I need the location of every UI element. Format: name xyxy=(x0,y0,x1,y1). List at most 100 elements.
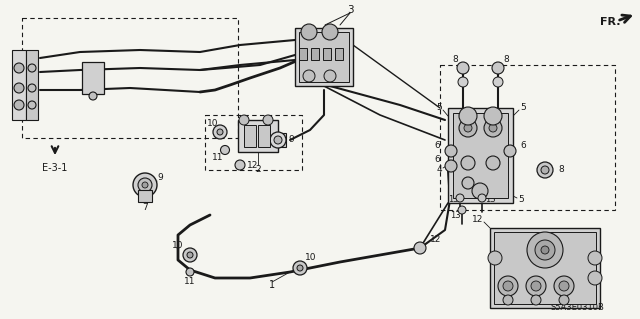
Text: 10: 10 xyxy=(172,241,184,249)
Circle shape xyxy=(297,265,303,271)
Text: 2: 2 xyxy=(255,166,261,174)
Circle shape xyxy=(14,63,24,73)
Circle shape xyxy=(456,194,464,202)
Circle shape xyxy=(183,248,197,262)
Bar xyxy=(270,133,286,147)
Circle shape xyxy=(270,132,286,148)
Circle shape xyxy=(531,295,541,305)
Bar xyxy=(490,228,600,308)
Circle shape xyxy=(535,240,555,260)
Text: 6: 6 xyxy=(520,140,525,150)
Circle shape xyxy=(484,119,502,137)
Text: S5A3E0310B: S5A3E0310B xyxy=(550,303,604,313)
Circle shape xyxy=(559,281,569,291)
Circle shape xyxy=(414,242,426,254)
Bar xyxy=(205,115,302,170)
Circle shape xyxy=(457,62,469,74)
Text: 9: 9 xyxy=(157,174,163,182)
Text: 12: 12 xyxy=(430,235,442,244)
Text: 11: 11 xyxy=(212,153,224,162)
Text: 3: 3 xyxy=(347,5,353,15)
Text: 8: 8 xyxy=(452,56,458,64)
Bar xyxy=(494,232,596,304)
Circle shape xyxy=(464,124,472,132)
Circle shape xyxy=(588,251,602,265)
Text: E-3-1: E-3-1 xyxy=(42,163,68,173)
Circle shape xyxy=(461,156,475,170)
Circle shape xyxy=(503,295,513,305)
Text: 10: 10 xyxy=(305,254,317,263)
Circle shape xyxy=(89,92,97,100)
Bar xyxy=(335,48,343,60)
Circle shape xyxy=(503,281,513,291)
Circle shape xyxy=(235,160,245,170)
Circle shape xyxy=(459,107,477,125)
Circle shape xyxy=(186,268,194,276)
Circle shape xyxy=(133,173,157,197)
Bar xyxy=(448,108,513,203)
Bar xyxy=(453,113,508,198)
Circle shape xyxy=(445,145,457,157)
Circle shape xyxy=(458,206,466,214)
Bar xyxy=(244,125,256,147)
Text: 13: 13 xyxy=(450,211,460,219)
Circle shape xyxy=(14,83,24,93)
Bar xyxy=(22,18,238,138)
Circle shape xyxy=(493,77,503,87)
Text: 10: 10 xyxy=(207,118,219,128)
Circle shape xyxy=(504,145,516,157)
Circle shape xyxy=(484,107,502,125)
Circle shape xyxy=(559,295,569,305)
Text: 13: 13 xyxy=(484,196,495,204)
Circle shape xyxy=(541,246,549,254)
Circle shape xyxy=(588,271,602,285)
Text: 5: 5 xyxy=(520,103,525,113)
Circle shape xyxy=(488,251,502,265)
Circle shape xyxy=(217,129,223,135)
Circle shape xyxy=(445,160,457,172)
Text: 6: 6 xyxy=(435,140,440,150)
Circle shape xyxy=(478,194,486,202)
Circle shape xyxy=(221,145,230,154)
Bar xyxy=(323,48,331,60)
Circle shape xyxy=(459,119,477,137)
Circle shape xyxy=(28,64,36,72)
Circle shape xyxy=(28,101,36,109)
Bar xyxy=(440,65,615,210)
Circle shape xyxy=(322,24,338,40)
Bar xyxy=(138,190,152,202)
Text: 4: 4 xyxy=(436,166,442,174)
Text: 5: 5 xyxy=(518,196,524,204)
Bar xyxy=(299,48,307,60)
Circle shape xyxy=(14,100,24,110)
Circle shape xyxy=(489,124,497,132)
Text: 11: 11 xyxy=(184,278,196,286)
Circle shape xyxy=(213,125,227,139)
Text: 13: 13 xyxy=(448,196,458,204)
Text: 6: 6 xyxy=(435,155,440,165)
Circle shape xyxy=(274,136,282,144)
Circle shape xyxy=(142,182,148,188)
Circle shape xyxy=(486,156,500,170)
Circle shape xyxy=(458,77,468,87)
Text: 1: 1 xyxy=(269,280,275,290)
Circle shape xyxy=(263,115,273,125)
Circle shape xyxy=(498,276,518,296)
Bar xyxy=(238,120,278,152)
Text: 12: 12 xyxy=(247,160,259,169)
Circle shape xyxy=(526,276,546,296)
Text: 7: 7 xyxy=(142,204,148,212)
Bar xyxy=(299,32,349,82)
Circle shape xyxy=(138,178,152,192)
Text: 8: 8 xyxy=(558,166,564,174)
Bar xyxy=(295,28,353,86)
Text: 9: 9 xyxy=(288,136,294,145)
Text: 5: 5 xyxy=(436,103,442,113)
Text: 12: 12 xyxy=(472,216,483,225)
Circle shape xyxy=(293,261,307,275)
Circle shape xyxy=(301,24,317,40)
Circle shape xyxy=(541,166,549,174)
Circle shape xyxy=(303,70,315,82)
Circle shape xyxy=(537,162,553,178)
Circle shape xyxy=(462,177,474,189)
